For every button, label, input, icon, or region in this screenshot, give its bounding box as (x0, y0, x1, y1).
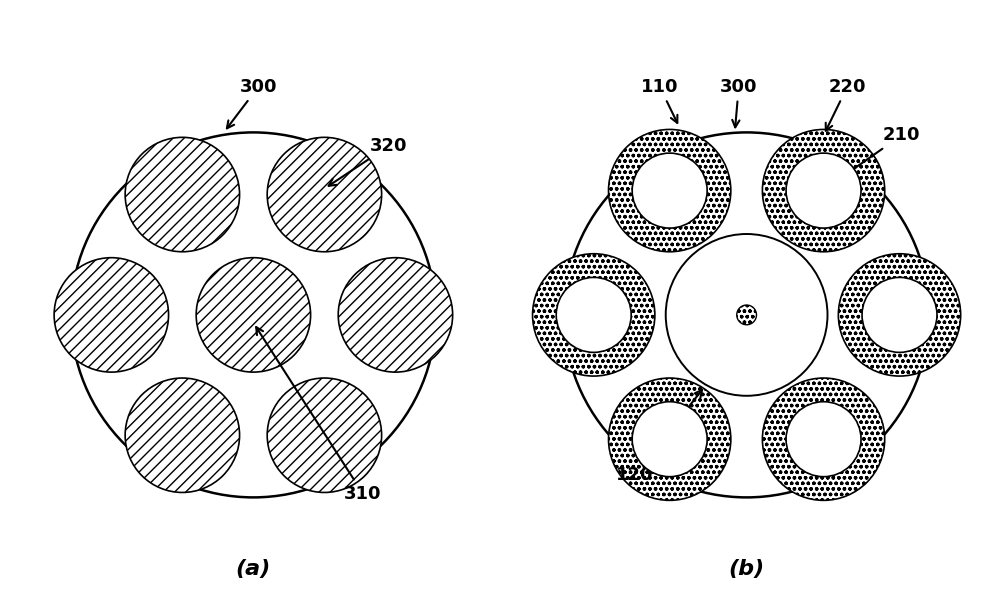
Circle shape (762, 378, 885, 501)
Text: 310: 310 (256, 327, 382, 502)
Text: 120: 120 (616, 390, 702, 484)
Circle shape (609, 129, 731, 252)
Text: (b): (b) (729, 560, 765, 579)
Circle shape (762, 129, 885, 252)
Text: 110: 110 (641, 78, 679, 123)
Text: 320: 320 (329, 137, 407, 186)
Text: 300: 300 (720, 78, 757, 127)
Circle shape (125, 137, 240, 252)
Text: 220: 220 (826, 78, 866, 131)
Circle shape (125, 378, 240, 493)
Circle shape (786, 402, 861, 477)
Circle shape (632, 153, 707, 228)
Circle shape (838, 254, 961, 376)
Text: (a): (a) (236, 560, 271, 579)
Text: 300: 300 (227, 78, 277, 129)
Circle shape (786, 153, 861, 228)
Circle shape (54, 258, 169, 372)
Circle shape (267, 378, 382, 493)
Circle shape (632, 402, 707, 477)
Circle shape (533, 254, 655, 376)
Circle shape (862, 277, 937, 352)
Circle shape (556, 277, 631, 352)
Circle shape (609, 378, 731, 501)
Circle shape (338, 258, 453, 372)
Circle shape (267, 137, 382, 252)
Text: 210: 210 (840, 126, 920, 179)
Circle shape (737, 305, 756, 325)
Circle shape (196, 258, 311, 372)
